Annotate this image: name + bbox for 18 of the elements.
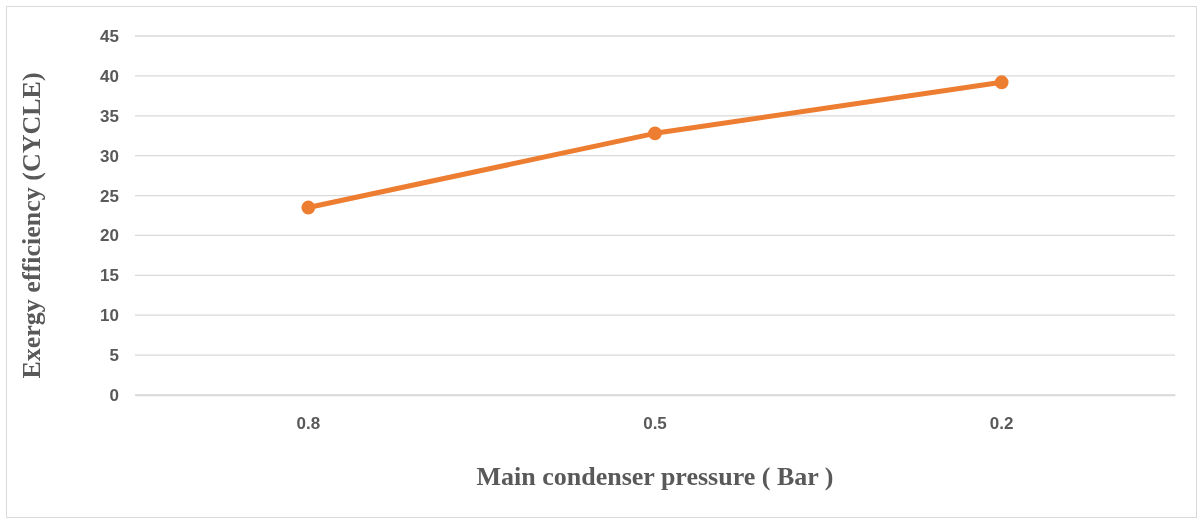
x-tick-label: 0.2 <box>989 414 1014 434</box>
y-tick-label: 25 <box>100 186 119 206</box>
point <box>301 200 316 215</box>
y-tick-label: 0 <box>109 385 119 405</box>
x-axis-title: Main condenser pressure ( Bar ) <box>476 462 834 491</box>
y-tick-label: 15 <box>100 266 119 286</box>
point <box>648 126 662 141</box>
y-axis-title: Exergy efficiency (CYCLE) <box>17 72 46 379</box>
y-tick-label: 10 <box>100 306 119 326</box>
y-tick-label: 40 <box>100 66 119 86</box>
y-tick-label: 45 <box>100 26 119 46</box>
y-tick-label: 5 <box>109 346 119 366</box>
y-tick-label: 35 <box>100 106 119 126</box>
x-tick-label: 0.8 <box>296 414 321 434</box>
y-tick-label: 20 <box>100 226 119 246</box>
y-tick-label: 30 <box>100 146 119 166</box>
x-tick-label: 0.5 <box>643 414 667 434</box>
point <box>994 75 1009 90</box>
